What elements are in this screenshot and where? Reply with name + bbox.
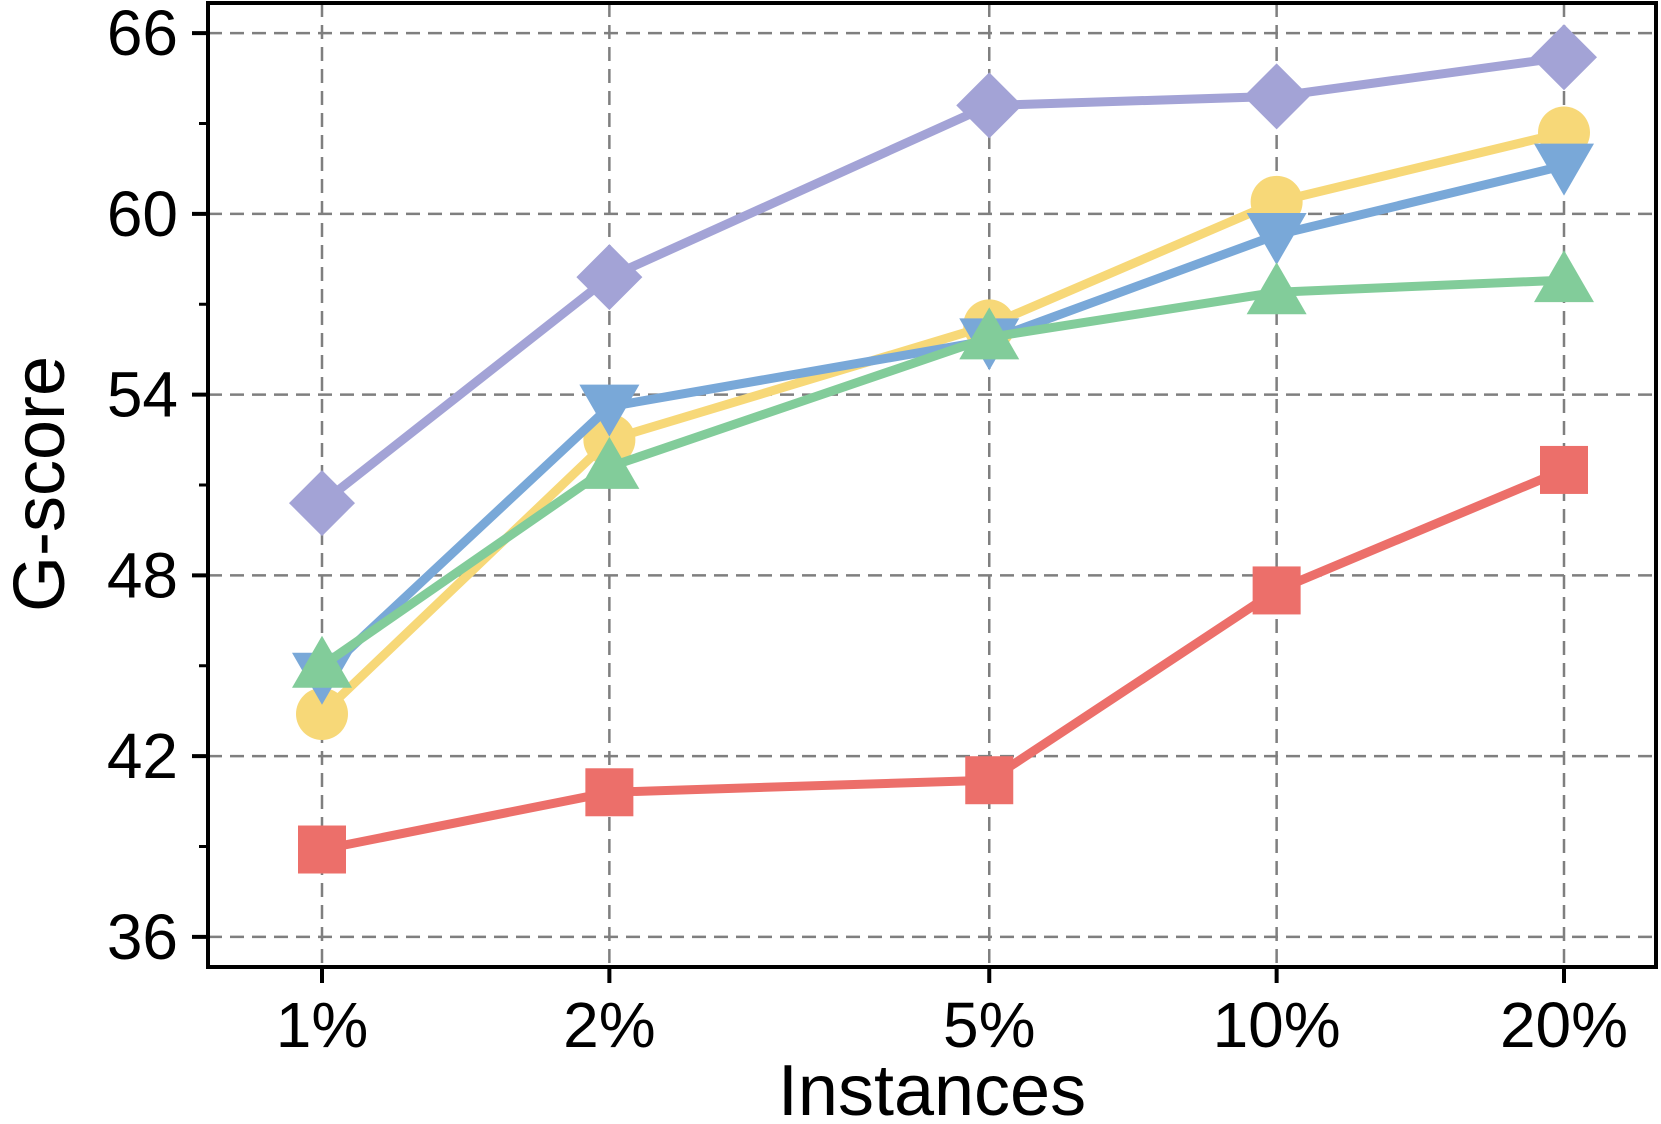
axis-ticks: 36 42 48 54 60 66 1% 2% 5% 10% 20% [107,0,1628,1061]
data-point-triangle-up [579,436,640,489]
x-tick-label: 1% [276,989,369,1061]
x-tick-label: 2% [563,989,656,1061]
series-circle [296,106,1590,740]
series-triangle-up [292,250,1594,688]
series-line [317,161,1569,680]
data-point-diamond [1531,24,1597,91]
y-tick-label: 36 [107,901,178,973]
data-point-square [585,768,634,817]
series-triangle-down [292,143,1594,705]
data-point-triangle-down [579,384,640,437]
data-point-diamond [956,72,1023,139]
data-point-square [1540,445,1588,494]
y-tick-label: 48 [107,539,178,611]
data-point-diamond [1243,63,1310,130]
data-point-square [298,825,346,874]
data-point-triangle-down [1246,212,1307,265]
x-axis-title: Instances [778,1051,1086,1124]
x-tick-label: 20% [1500,989,1628,1061]
y-tick-label: 54 [107,359,178,431]
series-line [317,465,1569,855]
x-tick-label: 10% [1213,989,1341,1061]
series-diamond [289,24,1597,537]
series-line [317,128,1569,719]
y-tick-label: 42 [107,720,178,792]
data-point-triangle-up [959,307,1020,360]
series-line [317,52,1569,508]
y-tick-label: 60 [107,178,178,250]
series-layer [289,24,1597,874]
y-axis-title: G-score [0,356,80,612]
data-point-triangle-up [1534,250,1594,303]
data-point-diamond [289,470,355,537]
data-point-square [965,756,1014,805]
x-tick-label: 5% [943,989,1036,1061]
data-point-triangle-up [1246,262,1307,315]
y-tick-label: 66 [107,0,178,69]
grid-lines [208,3,1656,967]
data-point-diamond [576,244,643,311]
data-point-square [1252,566,1301,615]
series-square [298,445,1588,874]
data-point-triangle-up [292,635,352,688]
data-point-triangle-down [1534,143,1594,196]
plot-frame [206,1,1658,969]
data-point-circle [296,687,348,740]
